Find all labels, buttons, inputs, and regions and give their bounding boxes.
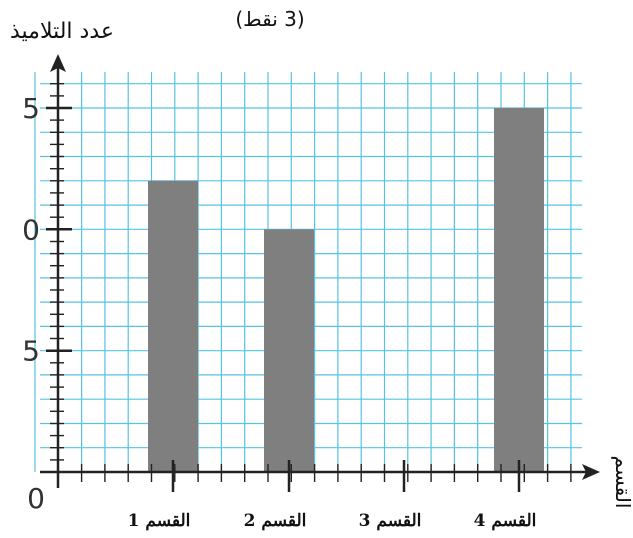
x-axis-arrow-icon [582, 464, 600, 480]
axis-ticks [46, 82, 572, 492]
note-text: (3 نقط) [235, 7, 304, 31]
bar-1 [148, 180, 198, 473]
y-tick-label: 5 [22, 92, 40, 125]
x-axis-title: القسم [611, 456, 633, 509]
bar-4 [494, 108, 544, 472]
x-tick-label: القسم 1 [128, 511, 191, 531]
y-tick-label: 5 [22, 335, 40, 368]
x-tick-label: القسم 3 [359, 511, 422, 531]
x-tick-label: القسم 2 [244, 511, 307, 531]
origin-label: 0 [27, 482, 45, 515]
bar-2 [264, 229, 314, 472]
x-tick-label: القسم 4 [474, 511, 537, 531]
axis-labels: (3 نقط) عدد التلاميذ القسم 0 5 0 5 القسم 1 ا… [10, 7, 633, 531]
y-axis-title: عدد التلاميذ [10, 19, 114, 44]
y-axis-arrow-icon [50, 54, 66, 72]
y-tick-label: 0 [22, 213, 40, 246]
bars [148, 108, 544, 473]
